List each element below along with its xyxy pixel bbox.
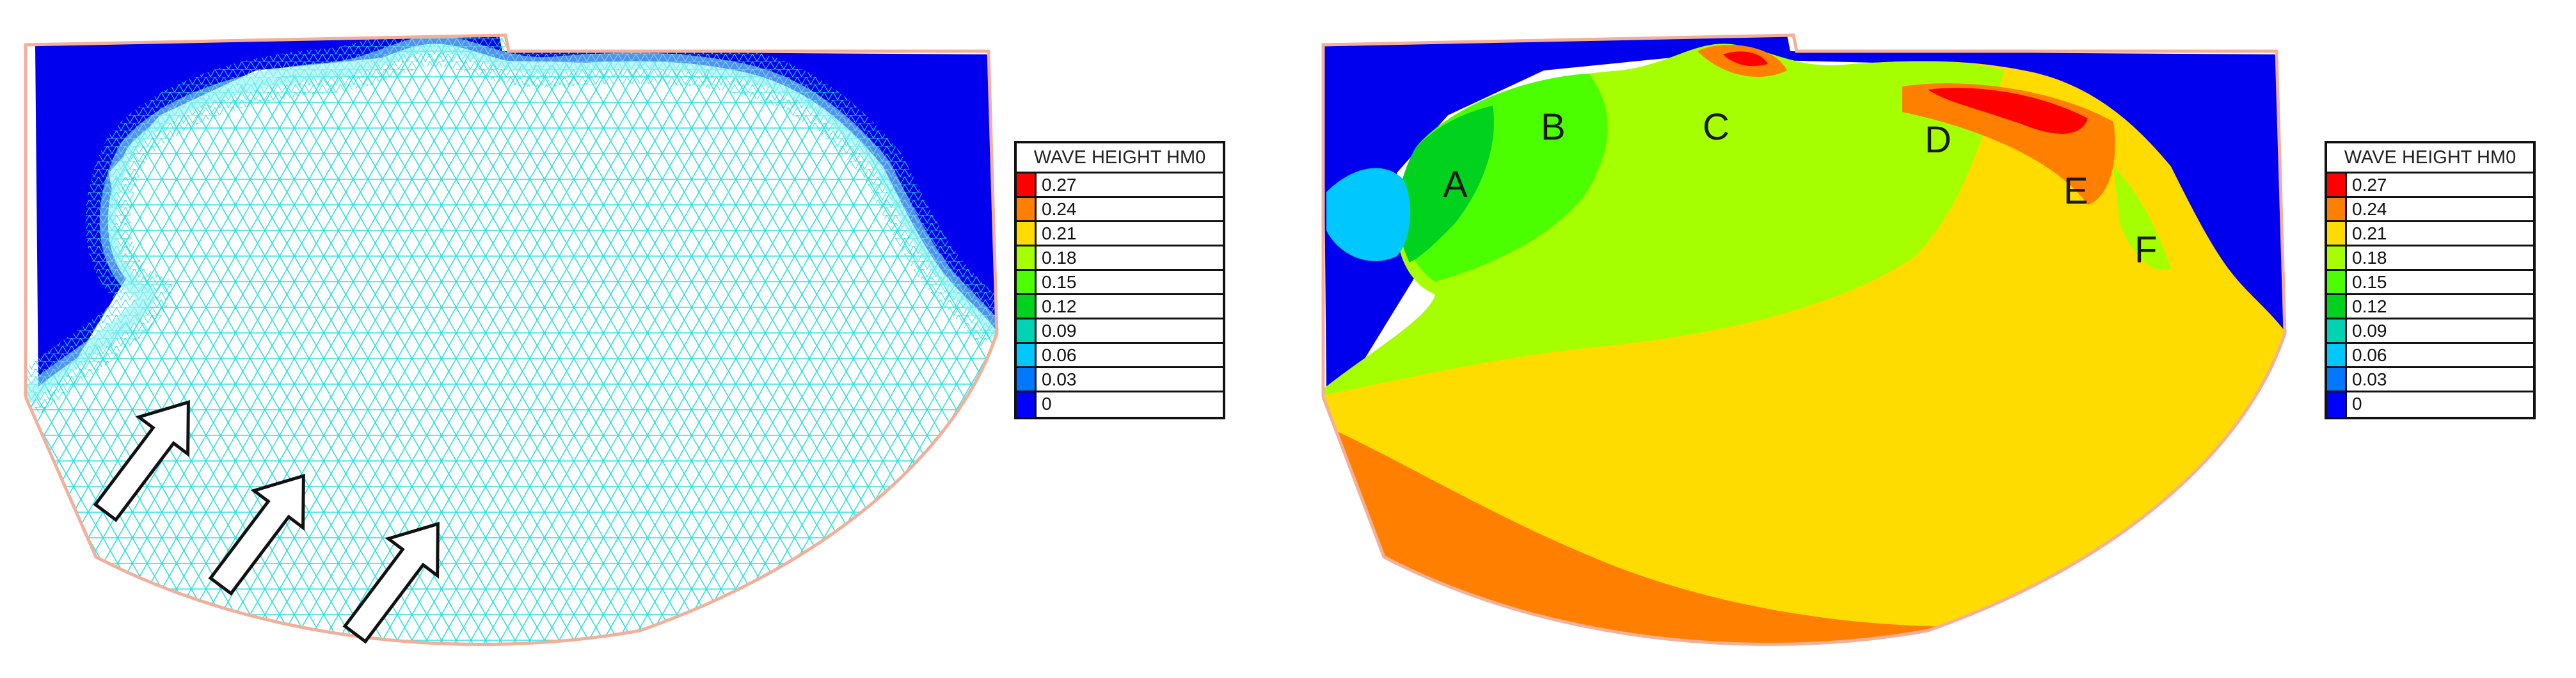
legend-row: 0.15 bbox=[2327, 271, 2533, 295]
wave-height-panel: A B C D E F WAVE HEIGHT HM0 0.27 0.24 0.21… bbox=[1288, 0, 2576, 678]
legend-swatch bbox=[2327, 319, 2347, 342]
legend-row: 0.03 bbox=[1017, 368, 1223, 392]
zone-label-a: A bbox=[1443, 164, 1468, 206]
legend-label: 0.03 bbox=[2352, 369, 2387, 389]
zone-label-b: B bbox=[1541, 106, 1566, 148]
legend-swatch bbox=[1017, 271, 1037, 293]
legend-row: 0 bbox=[2327, 392, 2533, 417]
legend-label: 0.27 bbox=[2352, 175, 2387, 195]
legend-label: 0.18 bbox=[1042, 248, 1077, 268]
wave-height-legend: WAVE HEIGHT HM0 0.27 0.24 0.21 0.18 0.15 0.12… bbox=[1014, 141, 1225, 419]
legend-row: 0.18 bbox=[1017, 246, 1223, 271]
legend-label: 0.18 bbox=[2352, 248, 2387, 268]
legend-swatch bbox=[1017, 368, 1037, 391]
wave-direction-arrow bbox=[93, 400, 190, 522]
legend-row: 0.09 bbox=[1017, 319, 1223, 344]
legend-swatch bbox=[1017, 344, 1037, 366]
legend-row: 0.21 bbox=[2327, 222, 2533, 246]
legend-row: 0.24 bbox=[1017, 198, 1223, 222]
legend-row: 0.09 bbox=[2327, 319, 2533, 344]
legend-swatch bbox=[2327, 174, 2347, 196]
zone-006 bbox=[1326, 168, 1410, 261]
land-area bbox=[1323, 35, 2285, 391]
zone-label-c: C bbox=[1703, 106, 1729, 148]
legend-row: 0.15 bbox=[1017, 271, 1223, 295]
zone-label-e: E bbox=[2063, 170, 2088, 212]
legend-swatch bbox=[2327, 271, 2347, 293]
legend-swatch bbox=[1017, 295, 1037, 318]
legend-swatch bbox=[1017, 174, 1037, 196]
wave-direction-arrow bbox=[208, 473, 305, 596]
legend-swatch bbox=[1017, 246, 1037, 269]
legend-label: 0.03 bbox=[1042, 369, 1077, 389]
legend-row: 0.27 bbox=[2327, 174, 2533, 198]
legend-label: 0.09 bbox=[2352, 321, 2387, 341]
legend-label: 0.06 bbox=[1042, 345, 1077, 365]
legend-row: 0.24 bbox=[2327, 198, 2533, 222]
legend-swatch bbox=[1017, 319, 1037, 342]
legend-label: 0 bbox=[2352, 394, 2362, 414]
legend-label: 0.15 bbox=[1042, 272, 1077, 292]
legend-swatch bbox=[2327, 198, 2347, 220]
wave-height-legend: WAVE HEIGHT HM0 0.27 0.24 0.21 0.18 0.15 0.12… bbox=[2325, 141, 2536, 419]
legend-row: 0.06 bbox=[1017, 344, 1223, 368]
legend-swatch bbox=[1017, 222, 1037, 245]
legend-label: 0.06 bbox=[2352, 345, 2387, 365]
legend-swatch bbox=[2327, 295, 2347, 318]
legend-swatch bbox=[2327, 344, 2347, 366]
legend-label: 0.09 bbox=[1042, 321, 1077, 341]
legend-label: 0 bbox=[1042, 394, 1052, 414]
mesh-diagram bbox=[24, 33, 999, 646]
land-area bbox=[35, 35, 997, 391]
legend-row: 0.03 bbox=[2327, 368, 2533, 392]
legend-title: WAVE HEIGHT HM0 bbox=[1017, 143, 1223, 174]
wave-height-contour-map: A B C D E F bbox=[1321, 33, 2287, 646]
domain-boundary bbox=[24, 33, 999, 646]
zone-027-c bbox=[1723, 51, 1768, 67]
legend-label: 0.24 bbox=[2352, 199, 2387, 219]
legend-row: 0.21 bbox=[1017, 222, 1223, 246]
legend-swatch bbox=[2327, 246, 2347, 269]
legend-row: 0.27 bbox=[1017, 174, 1223, 198]
zone-label-d: D bbox=[1925, 119, 1952, 161]
domain-boundary bbox=[1321, 33, 2287, 646]
legend-swatch bbox=[1017, 198, 1037, 220]
legend-label: 0.12 bbox=[1042, 296, 1077, 316]
legend-row: 0.06 bbox=[2327, 344, 2533, 368]
wave-direction-arrows bbox=[93, 400, 440, 644]
wave-direction-arrow bbox=[342, 521, 440, 644]
zone-027-d bbox=[1928, 88, 2088, 134]
legend-row: 0 bbox=[1017, 392, 1223, 417]
legend-swatch bbox=[1017, 392, 1037, 417]
zone-018-f bbox=[2113, 166, 2171, 270]
legend-row: 0.18 bbox=[2327, 246, 2533, 271]
legend-row: 0.12 bbox=[2327, 295, 2533, 319]
legend-label: 0.21 bbox=[2352, 223, 2387, 243]
legend-swatch bbox=[2327, 368, 2347, 391]
legend-label: 0.24 bbox=[1042, 199, 1077, 219]
legend-swatch bbox=[2327, 392, 2347, 417]
legend-row: 0.12 bbox=[1017, 295, 1223, 319]
legend-label: 0.21 bbox=[1042, 223, 1077, 243]
zone-024 bbox=[1323, 410, 2285, 645]
legend-label: 0.12 bbox=[2352, 296, 2387, 316]
legend-label: 0.15 bbox=[2352, 272, 2387, 292]
zone-label-f: F bbox=[2135, 229, 2157, 271]
mesh-panel: WAVE HEIGHT HM0 0.27 0.24 0.21 0.18 0.15 0.12… bbox=[24, 33, 1225, 646]
legend-title: WAVE HEIGHT HM0 bbox=[2327, 143, 2533, 174]
legend-swatch bbox=[2327, 222, 2347, 245]
zone-012 bbox=[1398, 106, 1494, 262]
legend-label: 0.27 bbox=[1042, 175, 1077, 195]
